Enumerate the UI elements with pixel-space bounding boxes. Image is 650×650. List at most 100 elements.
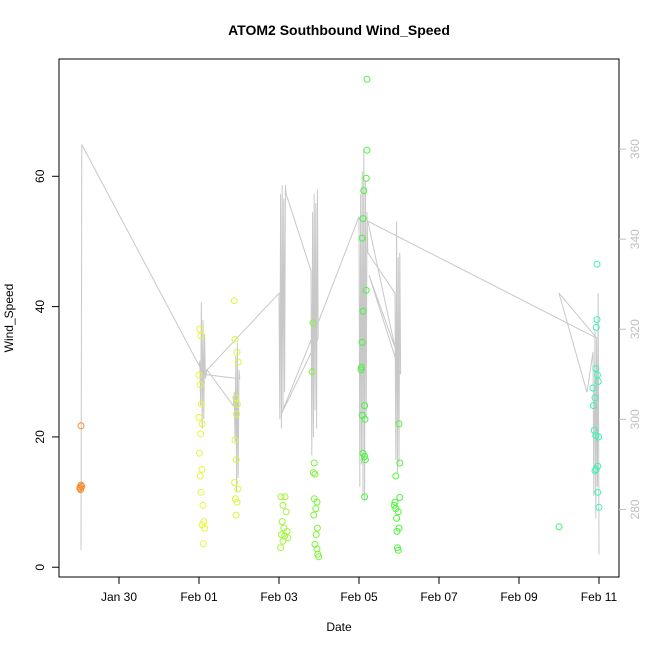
y-axis-left: 0 20 40 60 [33,169,59,571]
data-point [361,453,369,460]
data-point [392,472,400,480]
data-point [284,534,292,542]
data-point [312,505,320,513]
data-point [197,332,205,340]
data-point [359,215,367,223]
x-tick-label: Feb 03 [260,590,298,604]
data-point [393,527,401,535]
y-tick-label: 40 [33,300,47,314]
data-point [363,75,371,83]
data-point [363,146,371,154]
wind-speed-points [76,75,603,561]
data-point [199,540,207,548]
data-point [358,338,366,346]
data-point [233,498,241,506]
data-point [233,410,241,418]
data-point [313,545,321,553]
data-point [77,422,85,430]
data-point [232,394,240,402]
x-tick-label: Feb 07 [420,590,458,604]
data-point [360,187,368,195]
data-point [396,459,404,467]
data-point [309,319,317,327]
data-point [196,381,204,389]
data-point [592,323,600,331]
data-point [78,482,86,490]
data-point [595,503,603,511]
data-point [358,234,366,242]
data-point [199,501,207,509]
x-tick-label: Feb 01 [180,590,218,604]
data-point [357,363,365,371]
y2-tick-label: 340 [628,229,642,249]
data-point [310,459,318,467]
data-point [278,518,286,526]
data-point [361,493,369,501]
data-point [279,501,287,509]
data-point [391,498,399,506]
data-point [594,378,602,385]
x-tick-label: Feb 11 [581,590,618,604]
data-point [200,518,208,526]
direction-series-line [80,144,600,555]
data-point [197,488,205,496]
data-point [277,544,285,552]
data-point [311,540,319,548]
data-point [393,514,401,522]
data-point [361,456,369,464]
data-point [233,400,241,408]
data-point [281,493,289,501]
data-point [234,358,242,366]
data-point [593,371,601,379]
x-tick-label: Feb 09 [500,590,538,604]
data-point [279,537,287,545]
data-point [589,384,597,392]
data-point [395,420,403,428]
data-point [277,531,285,539]
plot-frame [58,58,620,578]
data-point [232,456,240,464]
data-point [197,400,205,408]
y-tick-label: 0 [33,564,47,571]
data-point [282,508,290,516]
data-point [308,368,316,376]
data-point [310,511,318,519]
data-point [591,394,599,402]
data-point [195,413,203,421]
data-point [312,531,320,539]
data-point [198,466,206,473]
data-point [196,325,204,333]
data-point [359,307,367,315]
data-point [231,495,239,503]
data-point [595,433,603,441]
data-point [77,486,85,494]
data-point [195,449,203,457]
data-point [394,508,402,516]
data-point [197,430,205,438]
data-point [201,524,209,532]
y2-tick-label: 360 [628,139,642,159]
data-point [76,484,84,492]
data-point [362,174,370,182]
direction-line-layer [80,144,600,555]
data-point [593,260,601,268]
data-point [589,402,597,410]
data-point [313,524,321,532]
data-point [230,297,238,305]
data-point [361,402,369,410]
data-point [315,553,323,561]
data-point [555,523,563,531]
data-point [231,479,239,486]
y2-tick-label: 320 [628,319,642,339]
y-axis-label: Wind_Speed [2,284,16,353]
data-point [390,501,398,509]
data-point [361,415,369,423]
data-point [396,494,404,501]
data-point [198,420,206,428]
x-axis: Jan 30 Feb 01 Feb 03 Feb 05 Feb 07 Feb 09 Feb … [101,577,618,604]
data-point [359,449,367,457]
y-axis-right: 280 300 320 340 360 [619,139,642,519]
x-tick-label: Jan 30 [101,590,137,604]
data-point [313,498,321,506]
